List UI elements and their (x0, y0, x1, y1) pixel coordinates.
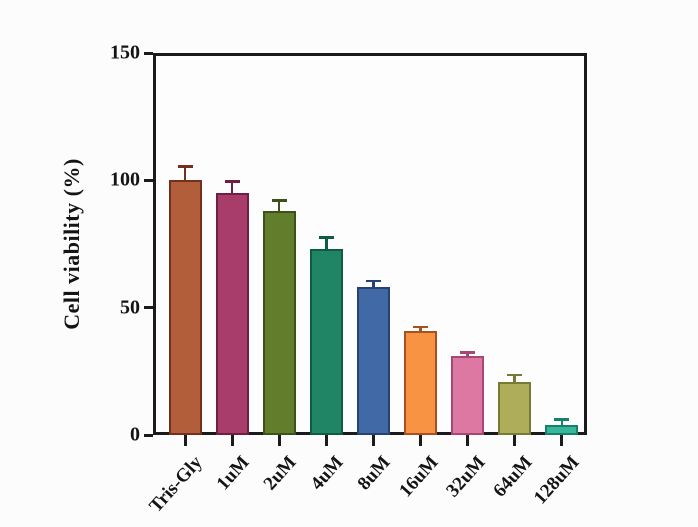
x-tick-label: 128uM (529, 452, 584, 509)
y-axis-tick (144, 306, 153, 310)
bar-64um (498, 381, 532, 435)
x-axis-tick (183, 435, 187, 446)
bar-1um (215, 193, 249, 435)
x-axis-tick (513, 435, 517, 446)
y-axis-tick (144, 51, 153, 55)
x-axis-tick (560, 435, 564, 446)
x-tick-label: 4uM (306, 452, 348, 495)
x-tick-label: 1uM (212, 452, 254, 495)
bar-8um (356, 287, 390, 435)
x-tick-label: 32uM (441, 452, 490, 502)
x-tick-label: 16uM (394, 452, 443, 502)
y-tick-label: 100 (110, 168, 140, 191)
bar-2um (262, 210, 296, 435)
x-tick-label: 8uM (353, 452, 395, 495)
bar-tris-gly (168, 180, 202, 435)
error-bar-cap (365, 279, 381, 283)
x-axis-tick (466, 435, 470, 446)
y-tick-label: 0 (130, 423, 140, 446)
y-tick-label: 150 (110, 41, 140, 64)
error-bar-cap (554, 418, 570, 421)
error-bar-cap (224, 180, 240, 183)
error-bar-cap (318, 236, 334, 239)
error-bar-cap (271, 199, 287, 202)
error-bar-cap (177, 165, 193, 168)
bar-16um (404, 330, 437, 435)
bar-4um (309, 249, 343, 435)
error-bar-cap (460, 351, 476, 354)
error-bar-stem (230, 182, 234, 204)
y-axis-title: Cell viability (%) (59, 158, 84, 330)
x-tick-label: 2uM (259, 452, 301, 495)
x-axis-tick (277, 435, 281, 446)
error-bar-stem (183, 167, 187, 191)
x-axis-tick (324, 435, 328, 446)
bar-128um (545, 424, 579, 435)
y-axis-tick (144, 178, 153, 182)
error-bar-cap (507, 373, 523, 377)
x-axis-tick (230, 435, 234, 446)
x-axis-tick (419, 435, 422, 446)
bar-32um (451, 356, 485, 435)
x-axis-tick (371, 435, 375, 446)
y-tick-label: 50 (120, 296, 140, 319)
x-tick-label: Tris-Gly (145, 452, 207, 517)
error-bar-stem (325, 238, 328, 260)
y-axis-tick (144, 433, 153, 437)
error-bar-cap (413, 325, 428, 329)
